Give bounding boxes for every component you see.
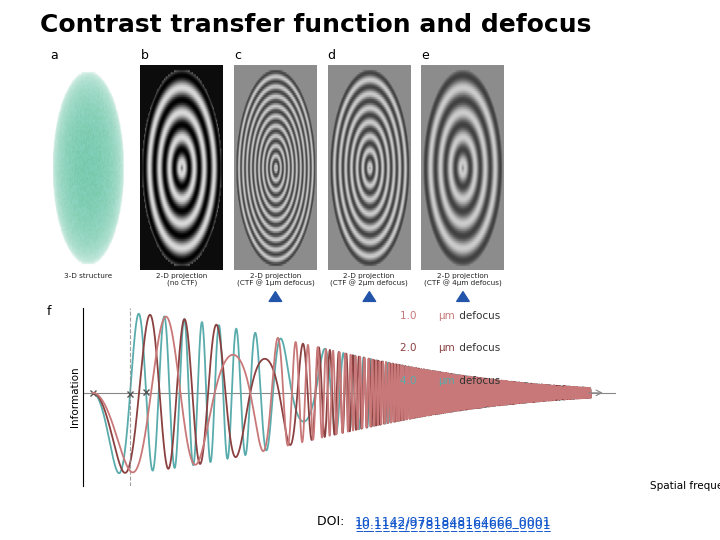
Text: b: b [140, 49, 148, 62]
Text: 2-D projection
(CTF @ 4μm defocus): 2-D projection (CTF @ 4μm defocus) [424, 273, 501, 287]
Text: defocus: defocus [456, 375, 500, 386]
Text: f: f [47, 305, 51, 318]
Text: μm: μm [438, 343, 455, 354]
Text: 3-D structure: 3-D structure [64, 273, 112, 279]
Text: 4.0: 4.0 [400, 375, 420, 386]
Text: c: c [234, 49, 241, 62]
Text: 1̲0̲.̲1̲1̲4̲2̲/̲9̲7̲8̲1̲8̲4̲8̲1̲6̲4̲6̲6̲6̲_̲0̲0̲0̲1̲: 1̲0̲.̲1̲1̲4̲2̲/̲9̲7̲8̲1̲8̲4̲8̲1̲6̲4̲6̲6̲… [354, 518, 551, 531]
Text: 1.0: 1.0 [400, 312, 420, 321]
Text: d: d [328, 49, 336, 62]
Text: Spatial frequency: Spatial frequency [650, 481, 720, 491]
Text: 2.0: 2.0 [400, 343, 420, 354]
Text: defocus: defocus [456, 343, 500, 354]
Text: 2-D projection
(CTF @ 2μm defocus): 2-D projection (CTF @ 2μm defocus) [330, 273, 408, 287]
Text: 10.1142/9781848164666_0001: 10.1142/9781848164666_0001 [354, 515, 551, 528]
Y-axis label: Information: Information [70, 367, 80, 427]
Text: defocus: defocus [456, 312, 500, 321]
Text: e: e [421, 49, 429, 62]
Text: DOI:: DOI: [317, 515, 348, 528]
Text: 2-D projection
(CTF @ 1μm defocus): 2-D projection (CTF @ 1μm defocus) [237, 273, 314, 287]
Text: Contrast transfer function and defocus: Contrast transfer function and defocus [40, 14, 591, 37]
Text: μm: μm [438, 312, 455, 321]
Text: μm: μm [438, 375, 455, 386]
Text: 2-D projection
(no CTF): 2-D projection (no CTF) [156, 273, 207, 286]
Text: a: a [50, 49, 58, 62]
